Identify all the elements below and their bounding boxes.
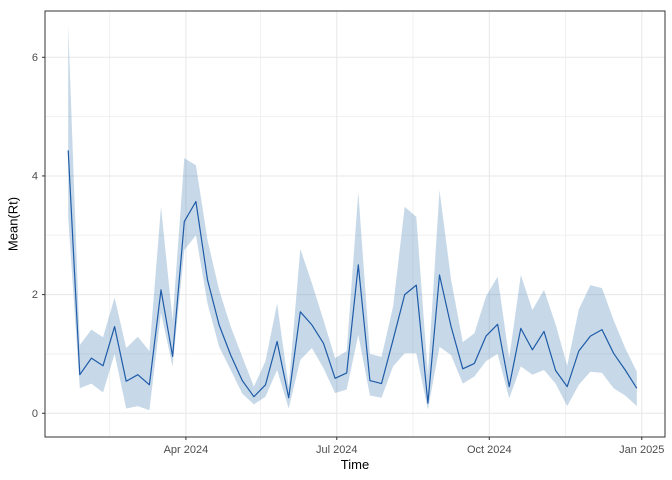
x-tick-label: Apr 2024 xyxy=(164,444,209,456)
panel-border xyxy=(44,10,666,438)
y-tick-label: 6 xyxy=(32,52,38,64)
panel-background xyxy=(45,11,665,437)
y-tick-label: 2 xyxy=(32,289,38,301)
y-tick-label: 4 xyxy=(32,170,38,182)
x-tick-label: Oct 2024 xyxy=(467,444,512,456)
confidence-ribbon xyxy=(68,25,637,411)
mean-rt-line xyxy=(67,150,638,404)
y-tick-label: 0 xyxy=(32,408,38,420)
y-axis-title: Mean(Rt) xyxy=(5,196,21,252)
x-tick-label: Jul 2024 xyxy=(316,444,358,456)
x-tick-label: Jan 2025 xyxy=(619,444,664,456)
x-axis-title: Time xyxy=(340,457,370,472)
